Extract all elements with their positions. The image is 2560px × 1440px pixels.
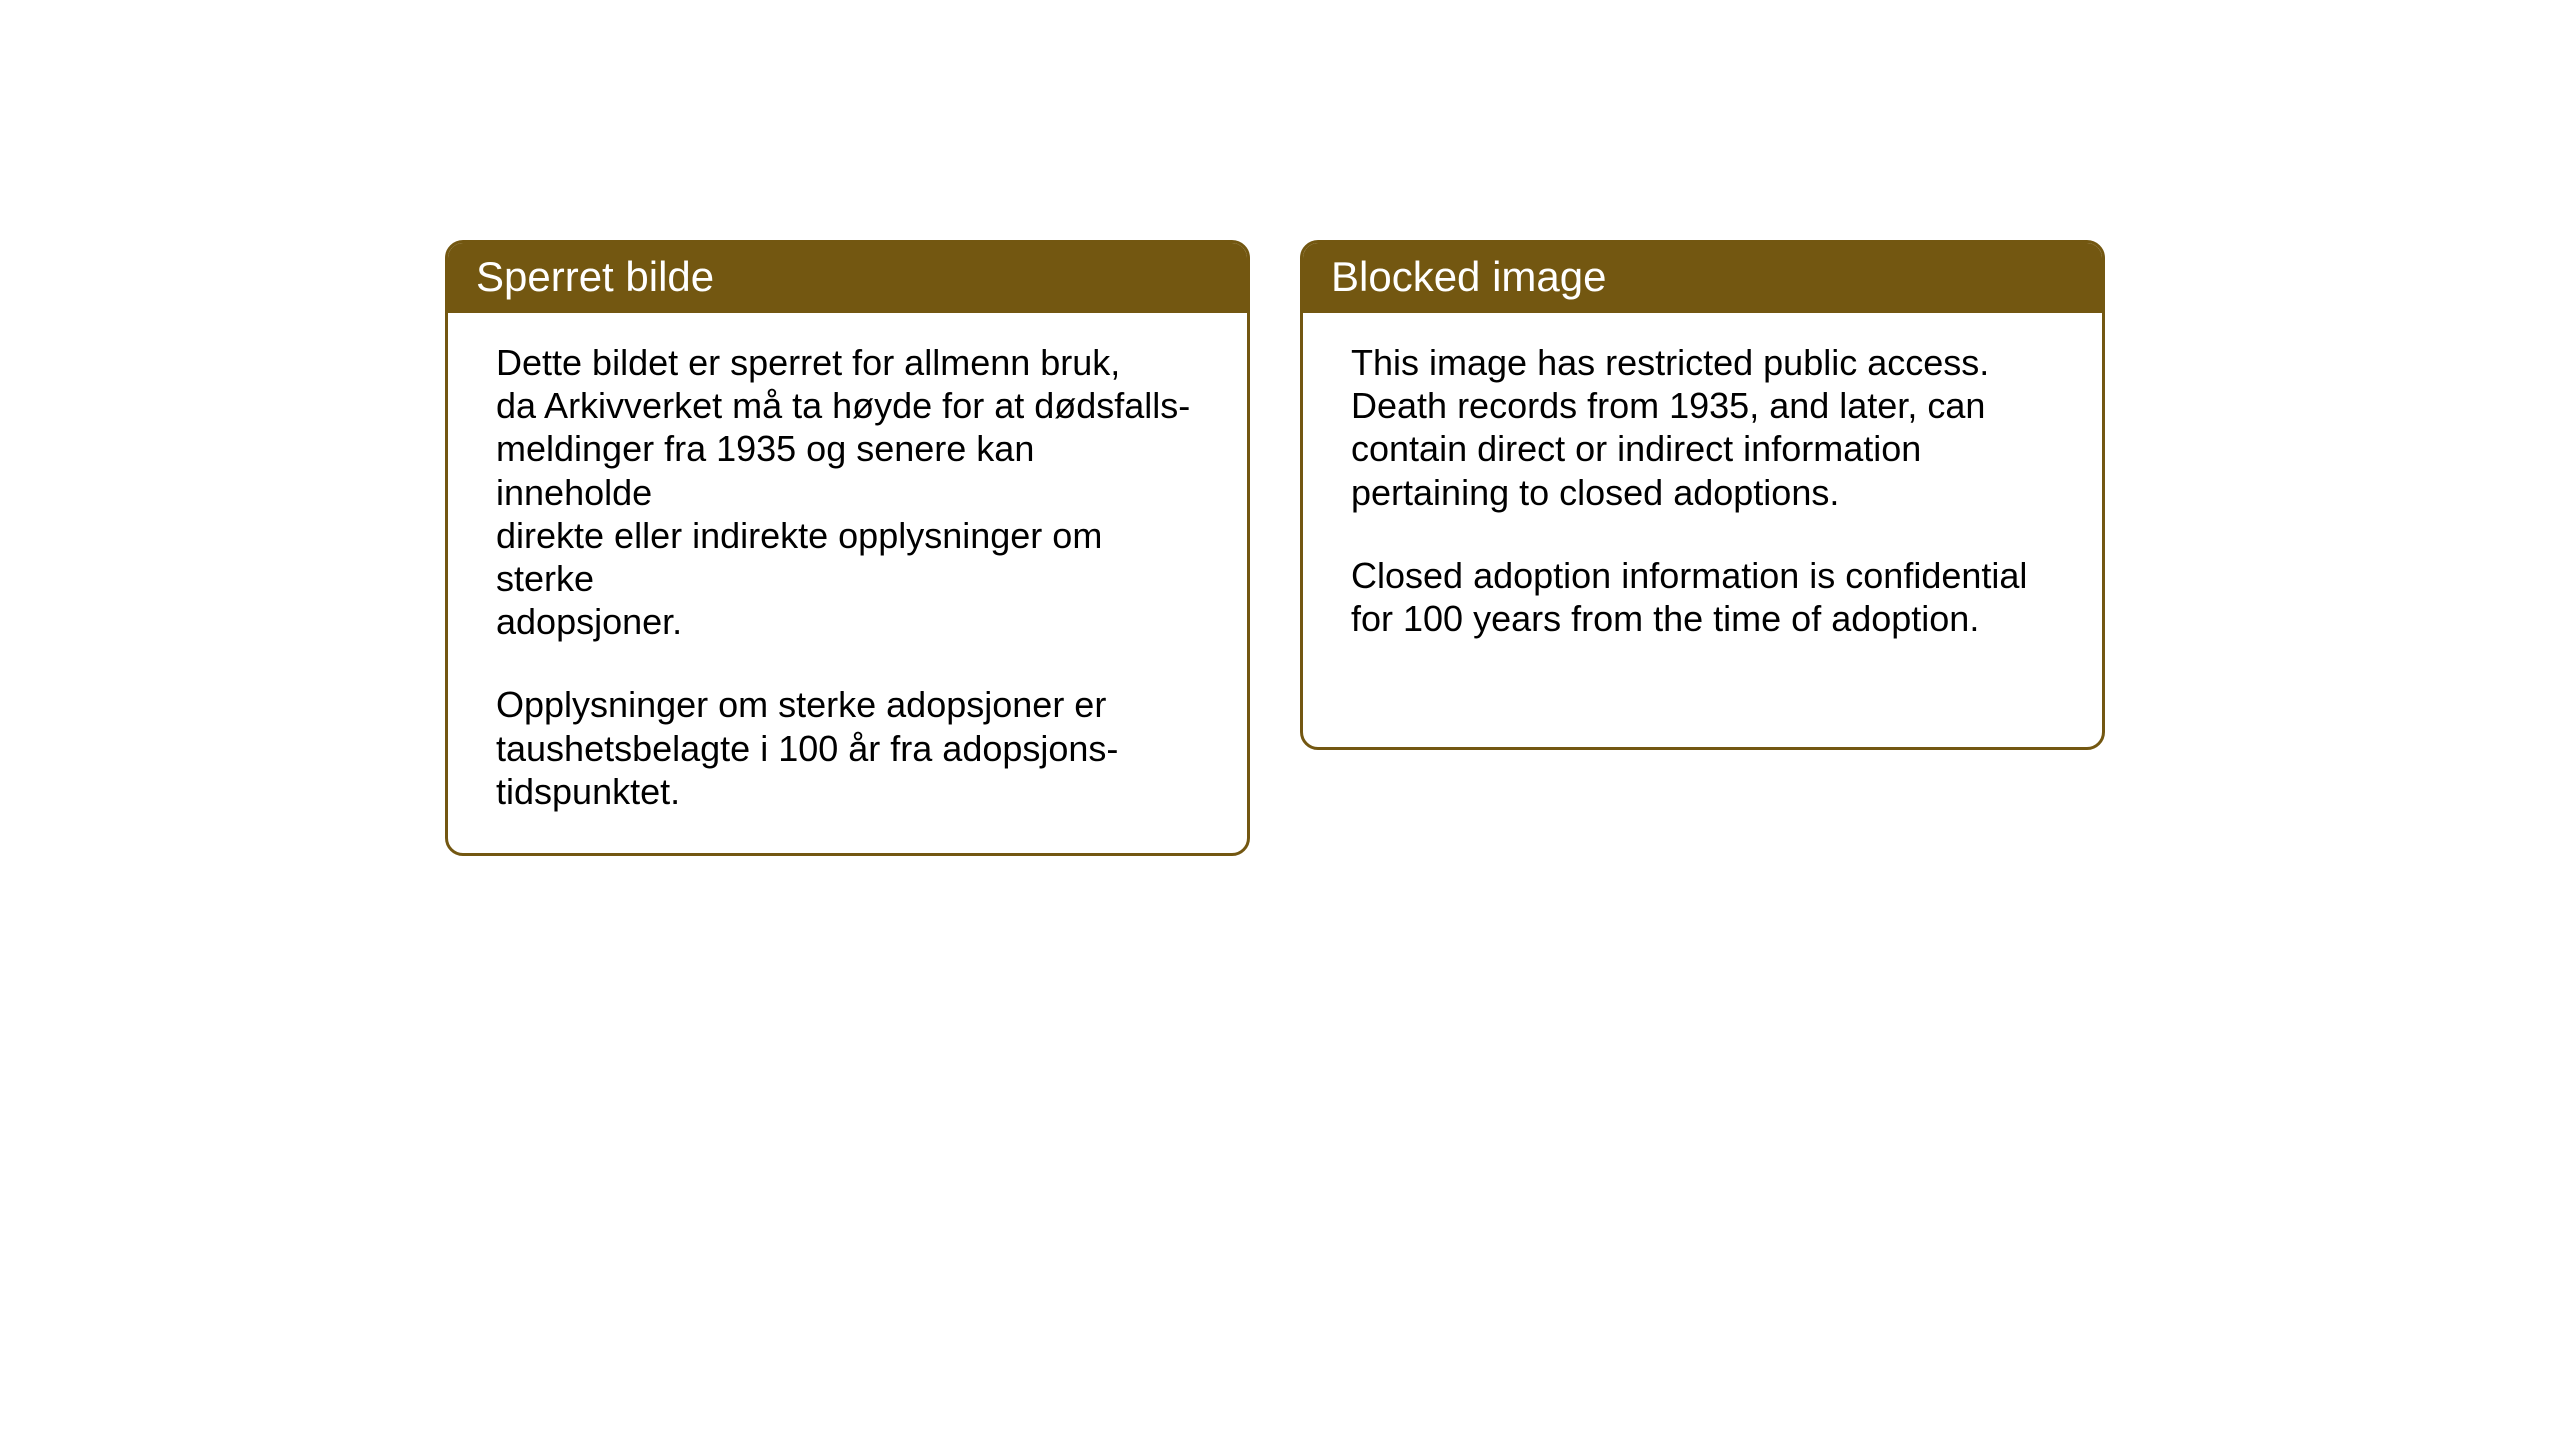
text-line: meldinger fra 1935 og senere kan innehol… bbox=[496, 428, 1034, 512]
card-header-english: Blocked image bbox=[1303, 243, 2102, 313]
text-line: tidspunktet. bbox=[496, 771, 680, 812]
card-body-norwegian: Dette bildet er sperret for allmenn bruk… bbox=[448, 313, 1247, 853]
notice-card-english: Blocked image This image has restricted … bbox=[1300, 240, 2105, 750]
card-header-norwegian: Sperret bilde bbox=[448, 243, 1247, 313]
paragraph-2-norwegian: Opplysninger om sterke adopsjoner er tau… bbox=[496, 683, 1199, 813]
card-body-english: This image has restricted public access.… bbox=[1303, 313, 2102, 680]
text-line: da Arkivverket må ta høyde for at dødsfa… bbox=[496, 385, 1190, 426]
text-line: pertaining to closed adoptions. bbox=[1351, 472, 1839, 513]
text-line: Opplysninger om sterke adopsjoner er bbox=[496, 684, 1106, 725]
paragraph-2-english: Closed adoption information is confident… bbox=[1351, 554, 2054, 640]
notice-card-norwegian: Sperret bilde Dette bildet er sperret fo… bbox=[445, 240, 1250, 856]
paragraph-1-english: This image has restricted public access.… bbox=[1351, 341, 2054, 514]
text-line: Death records from 1935, and later, can bbox=[1351, 385, 1985, 426]
text-line: taushetsbelagte i 100 år fra adopsjons- bbox=[496, 728, 1118, 769]
text-line: Closed adoption information is confident… bbox=[1351, 555, 2027, 596]
card-title-english: Blocked image bbox=[1331, 253, 2074, 301]
text-line: This image has restricted public access. bbox=[1351, 342, 1989, 383]
text-line: direkte eller indirekte opplysninger om … bbox=[496, 515, 1102, 599]
text-line: contain direct or indirect information bbox=[1351, 428, 1921, 469]
notice-container: Sperret bilde Dette bildet er sperret fo… bbox=[445, 240, 2105, 856]
card-title-norwegian: Sperret bilde bbox=[476, 253, 1219, 301]
text-line: adopsjoner. bbox=[496, 601, 682, 642]
paragraph-1-norwegian: Dette bildet er sperret for allmenn bruk… bbox=[496, 341, 1199, 643]
text-line: for 100 years from the time of adoption. bbox=[1351, 598, 1979, 639]
text-line: Dette bildet er sperret for allmenn bruk… bbox=[496, 342, 1120, 383]
